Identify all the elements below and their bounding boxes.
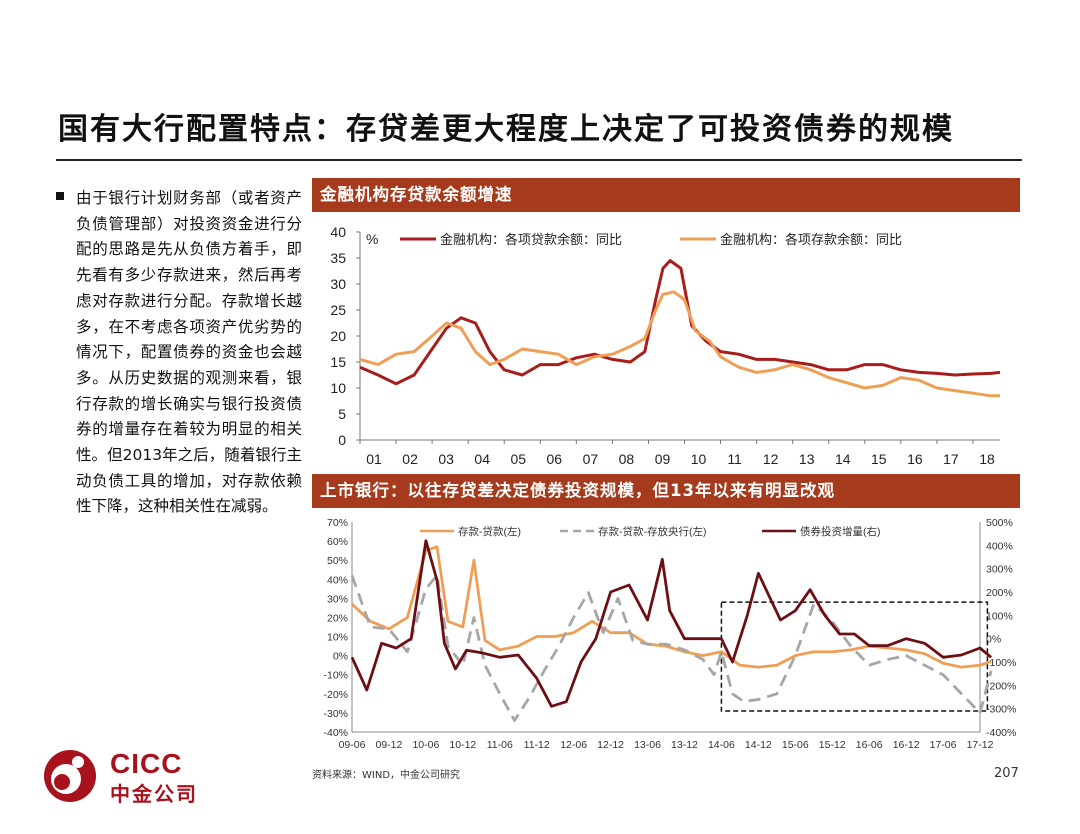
- chart1-x-tick-label: 05: [510, 451, 526, 467]
- chart1-legend-label: 金融机构：各项存款余额：同比: [720, 232, 902, 247]
- chart1-y-tick-label: 30: [330, 276, 346, 292]
- title-divider: [56, 159, 1022, 161]
- chart2-legend-label: 债券投资增量(右): [800, 525, 881, 538]
- chart1-x-tick-label: 10: [691, 451, 707, 467]
- chart2-x-tick-label: 12-12: [597, 739, 624, 751]
- chart1-y-tick-label: 10: [330, 380, 346, 396]
- chart2-x-tick-label: 11-12: [524, 739, 550, 751]
- logo-text: CICC: [110, 748, 183, 779]
- chart2-y-left-tick-label: 30%: [327, 593, 348, 605]
- page-title: 国有大行配置特点：存贷差更大程度上决定了可投资债券的规模: [58, 112, 954, 147]
- chart2-x-tick-label: 13-06: [634, 739, 661, 751]
- chart1-y-tick-label: 15: [330, 354, 346, 370]
- chart2-y-right-tick-label: 200%: [986, 587, 1013, 599]
- chart2-x-tick-label: 15-12: [819, 739, 846, 751]
- chart2-x-tick-label: 10-06: [412, 739, 439, 751]
- chart1-y-tick-label: 25: [330, 302, 346, 318]
- chart2-x-tick-label: 12-06: [560, 739, 587, 751]
- chart1-y-tick-label: 40: [330, 224, 346, 240]
- chart2-y-left-tick-label: 60%: [327, 536, 348, 548]
- chart2-x-tick-label: 10-12: [449, 739, 476, 751]
- chart1-title: 金融机构存贷款余额增速: [312, 178, 1020, 212]
- cicc-logo: CICC 中金公司: [40, 746, 215, 806]
- chart1-x-tick-label: 18: [979, 451, 995, 467]
- chart1-series-line-1: [359, 290, 1000, 398]
- chart2-y-left-tick-label: 40%: [327, 574, 348, 586]
- chart1-x-tick-label: 13: [799, 451, 815, 467]
- chart1-x-tick-label: 17: [943, 451, 959, 467]
- chart1-y-tick-label: 5: [338, 406, 346, 422]
- chart2-x-tick-label: 15-06: [782, 739, 809, 751]
- bullet-square-icon: [56, 192, 64, 200]
- chart1-x-tick-label: 03: [438, 451, 454, 467]
- chart2-y-right-tick-label: 400%: [986, 540, 1013, 552]
- source-note: 资料来源：WIND，中金公司研究: [312, 770, 461, 781]
- chart1-y-tick-label: 35: [330, 250, 346, 266]
- chart2-title: 上市银行：以往存贷差决定债券投资规模，但13年以来有明显改观: [312, 474, 1020, 508]
- chart1-x-tick-label: 15: [871, 451, 887, 467]
- chart2-y-left-tick-label: -30%: [323, 708, 348, 720]
- chart1-x-tick-label: 09: [655, 451, 671, 467]
- chart1-x-tick-label: 02: [402, 451, 418, 467]
- chart2-series-line-0: [351, 545, 992, 669]
- chart2-y-right-tick-label: -400%: [986, 727, 1016, 739]
- chart2-x-tick-label: 17-12: [967, 739, 994, 751]
- chart2-x-tick-label: 13-12: [671, 739, 698, 751]
- chart1-legend-label: 金融机构：各项贷款余额：同比: [440, 232, 622, 247]
- chart2-y-left-tick-label: -20%: [323, 689, 348, 701]
- chart2-y-left-tick-label: 70%: [327, 517, 348, 529]
- chart1-y-tick-label: 0: [338, 432, 346, 448]
- chart1-x-tick-label: 01: [366, 451, 382, 467]
- chart2-y-left-tick-label: 50%: [327, 555, 348, 567]
- chart1-x-tick-label: 16: [907, 451, 923, 467]
- chart1-x-tick-label: 11: [727, 451, 742, 467]
- chart1-x-tick-label: 12: [763, 451, 779, 467]
- chart2-y-left-tick-label: 10%: [327, 632, 348, 644]
- chart2-highlight-box: [720, 601, 989, 712]
- chart2-y-right-tick-label: 500%: [986, 517, 1013, 529]
- bullet-text: 由于银行计划财务部（或者资产负债管理部）对投资资金进行分配的思路是先从负债方着手…: [76, 189, 302, 516]
- chart2-x-tick-label: 16-12: [893, 739, 920, 751]
- chart2-x-tick-label: 11-06: [487, 739, 513, 751]
- chart2-y-left-tick-label: 0%: [333, 651, 348, 663]
- chart2-svg: -40% -30% -20% -10% 0% 10% 20% 30% 40% 50% 60% 70% -…: [323, 517, 1016, 751]
- chart2-legend-label: 存款-贷款-存放央行(左): [598, 525, 707, 538]
- chart2-x-tick-label: 09-12: [376, 739, 403, 751]
- chart2-y-right-tick-label: 0%: [986, 634, 1001, 646]
- chart1-x-tick-label: 04: [474, 451, 490, 467]
- chart1-x-tick-label: 14: [835, 451, 851, 467]
- chart2-y-right-tick-label: -100%: [986, 657, 1016, 669]
- chart1-x-tick-label: 08: [619, 451, 635, 467]
- chart2-y-left-tick-label: -40%: [323, 727, 348, 739]
- chart1-x-tick-label: 06: [547, 451, 563, 467]
- chart2-y-right-tick-label: -200%: [986, 680, 1016, 692]
- chart2-legend-label: 存款-贷款(左): [458, 525, 521, 538]
- chart2-y-right-tick-label: 300%: [986, 564, 1013, 576]
- chart2-y-left-tick-label: -10%: [323, 670, 348, 682]
- chart2-series-line-2: [350, 539, 992, 708]
- chart1-series-line-0: [359, 259, 1001, 386]
- page-number: 207: [994, 766, 1019, 781]
- logo-subtext: 中金公司: [110, 782, 198, 806]
- chart2-y-right-tick-label: -300%: [986, 704, 1016, 716]
- chart2-x-tick-label: 14-12: [745, 739, 772, 751]
- chart1-x-tick-label: 07: [583, 451, 599, 467]
- chart1-y-tick-label: 20: [330, 328, 346, 344]
- chart2-x-tick-label: 09-06: [339, 739, 366, 751]
- chart2-x-tick-label: 16-06: [856, 739, 883, 751]
- chart2-y-left-tick-label: 20%: [327, 612, 348, 624]
- chart2-y-right-tick-label: 100%: [986, 610, 1013, 622]
- chart2-x-tick-label: 14-06: [708, 739, 735, 751]
- chart1-unit-label: %: [366, 231, 378, 247]
- cicc-logo-icon: [44, 750, 96, 802]
- chart2-x-tick-label: 17-06: [930, 739, 957, 751]
